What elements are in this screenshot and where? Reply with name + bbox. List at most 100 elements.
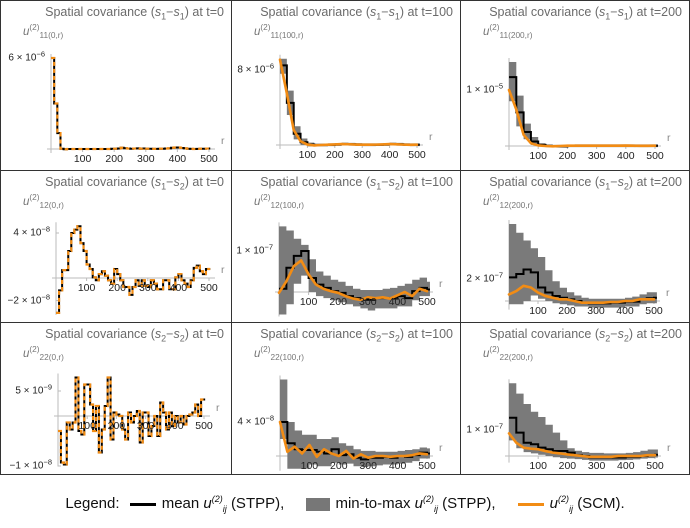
panel-title: Spatial covariance (s1−s2) at t=100 [260, 175, 453, 192]
ylabel-sup: (2) [489, 345, 500, 354]
panel-title: Spatial covariance (s1−s1) at t=200 [489, 5, 682, 22]
x-tick-label: 100 [298, 149, 317, 161]
ylabel-arg: (200,r) [508, 353, 534, 363]
x-tick-label: 400 [617, 460, 635, 472]
title-sub: 1 [161, 181, 167, 192]
chart-panel: 100 200 300 400 500 r 6 × 10−6 Spatial covarian… [0, 0, 232, 171]
title-var: s [617, 5, 624, 19]
y-tick-label: 1 × 10−7 [236, 242, 273, 256]
x-tick-label: 300 [136, 420, 155, 432]
panel-title: Spatial covariance (s1−s2) at t=200 [489, 175, 682, 192]
x-tick-label: 100 [73, 153, 92, 165]
ylabel-sup: (2) [489, 23, 500, 32]
title-sub: 1 [376, 11, 382, 22]
chart-panel: 100 200 300 400 500 r 1 × 10−5 Spatial covarian… [460, 0, 690, 171]
x-tick-label: 100 [77, 282, 96, 294]
title-text: Spatial covariance ( [489, 5, 599, 19]
legend-prefix: Legend: [65, 495, 120, 512]
x-axis-label: r [429, 131, 433, 143]
title-sub: 2 [623, 333, 629, 344]
scm-line [56, 225, 211, 314]
title-sub: 2 [394, 181, 400, 192]
legend-sub: ij [569, 504, 574, 514]
legend-sub: ij [222, 504, 227, 514]
title-var: s [369, 175, 377, 189]
panel-title: Spatial covariance (s2−s2) at t=0 [45, 327, 224, 344]
title-var: s [598, 5, 606, 19]
x-tick-label: 500 [200, 282, 218, 294]
title-dash: − [166, 327, 174, 341]
title-sub: 2 [394, 333, 400, 344]
title-var: s [369, 327, 377, 341]
scm-line [277, 259, 429, 302]
ylabel-u: u [23, 347, 30, 360]
y-tick-mantissa: 5 × 10 [15, 385, 44, 397]
x-axis-label: r [216, 402, 220, 414]
title-dash: − [610, 327, 618, 341]
y-tick-mantissa: 6 × 10 [8, 52, 37, 64]
y-tick-exponent: −7 [494, 270, 503, 280]
y-tick-exponent: −6 [36, 49, 45, 59]
legend-u: u [203, 495, 212, 512]
ylabel-sub: 22 [499, 353, 509, 363]
ylabel-u: u [483, 25, 490, 38]
min-max-band [280, 379, 430, 469]
title-var: s [173, 327, 180, 341]
x-tick-label: 500 [195, 420, 213, 432]
title-text: ) at t=0 [184, 327, 224, 341]
y-axis-label: u(2)22(200,r) [483, 345, 533, 362]
legend-sup: (2) [422, 494, 434, 504]
legend-u: u [414, 495, 423, 512]
y-axis-label: u(2)11(0,r) [23, 23, 63, 40]
legend: Legend: mean u(2)ij (STPP), min-to-max u… [0, 480, 690, 518]
plot-area [54, 373, 210, 467]
ylabel-sub: 12 [499, 201, 509, 211]
mean-stpp-line [280, 64, 420, 146]
x-tick-label: 300 [587, 460, 606, 472]
ylabel-u: u [23, 25, 30, 38]
scm-line [58, 376, 206, 466]
plot-area [276, 375, 433, 471]
min-max-band [509, 383, 658, 461]
ylabel-sub: 11 [499, 31, 509, 41]
x-axis-label: r [667, 132, 671, 144]
y-tick-mantissa: 8 × 10 [237, 64, 266, 76]
ylabel-u: u [254, 25, 261, 38]
x-tick-label: 400 [388, 296, 407, 308]
ylabel-sub: 11 [39, 31, 49, 41]
title-text: Spatial covariance ( [45, 175, 155, 189]
y-axis-label: u(2)12(200,r) [483, 193, 533, 210]
title-dash: − [381, 175, 389, 189]
title-text: Spatial covariance ( [489, 175, 599, 189]
scm-line [51, 56, 211, 151]
x-tick-label: 400 [169, 282, 188, 294]
x-tick-label: 100 [529, 150, 547, 162]
ylabel-sub: 12 [39, 201, 49, 211]
x-tick-label: 200 [107, 420, 126, 432]
title-text: Spatial covariance ( [45, 5, 155, 19]
y-tick-label: 4 × 10−8 [13, 224, 50, 238]
y-tick-label: −2 × 10−8 [8, 292, 50, 306]
legend-minmax-label: min-to-max [335, 495, 411, 512]
title-var: s [173, 175, 180, 189]
panel-title: Spatial covariance (s1−s1) at t=0 [45, 5, 224, 22]
title-var: s [173, 5, 180, 19]
title-dash: − [166, 5, 174, 19]
legend-sup: (2) [558, 494, 570, 504]
y-tick-exponent: −5 [494, 81, 503, 91]
chart-panel: 100 200 300 400 500 r 8 × 10−6 Spatial covarian… [231, 0, 461, 171]
x-tick-label: 100 [300, 460, 319, 472]
y-tick-mantissa: −1 × 10 [9, 460, 44, 472]
title-sub: 1 [161, 11, 167, 22]
x-tick-label: 300 [359, 460, 377, 472]
ylabel-u: u [483, 347, 490, 360]
chart-panel: 100 200 300 400 500 r 2 × 10−7 Spatial covarian… [460, 170, 690, 323]
title-var: s [369, 5, 377, 19]
x-tick-label: 500 [408, 149, 426, 161]
title-var: s [617, 327, 624, 341]
y-tick-exponent: −7 [494, 421, 503, 431]
y-tick-mantissa: 1 × 10 [236, 245, 265, 257]
mean-stpp-line [56, 225, 211, 314]
ylabel-arg: (200,r) [508, 31, 533, 41]
min-max-band [509, 62, 658, 148]
